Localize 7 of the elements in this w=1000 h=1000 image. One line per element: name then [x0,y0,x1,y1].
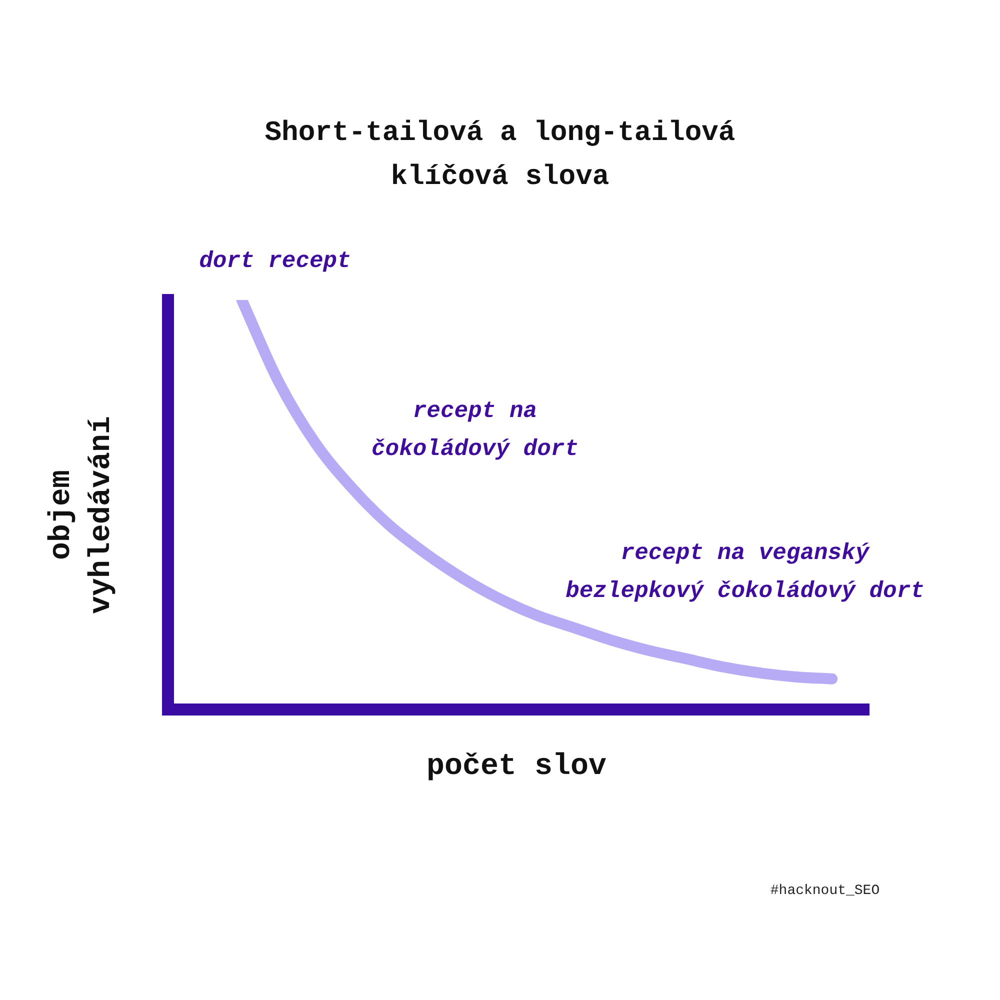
x-axis-title: počet slov [425,750,608,784]
annotation: recept na čokoládový dort [371,397,579,464]
chart-title: Short-tailová a long-tailová klíčová slova [264,117,736,195]
annotation: recept na veganský bezlepkový čokoládový dort [566,539,924,606]
y-axis-title: objem vyhledávání [44,416,120,614]
text: #hacknout_SEO [770,882,880,901]
text: dort recept [199,247,351,276]
